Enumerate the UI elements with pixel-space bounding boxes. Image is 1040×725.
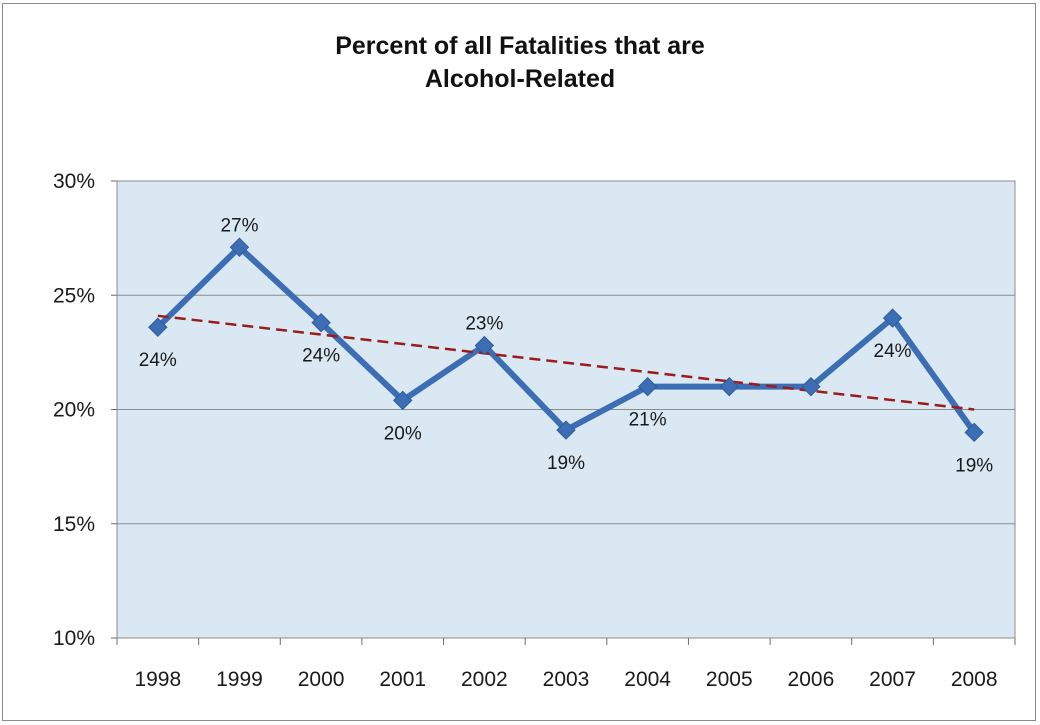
x-tick-label: 2004 [624,668,671,691]
data-label: 24% [302,346,340,367]
y-tick-label: 30% [53,170,95,193]
data-point-marker [393,390,413,411]
data-point-marker [637,376,658,397]
y-tick-label: 25% [53,284,95,307]
x-tick-label: 2006 [788,668,835,691]
data-point-marker [556,420,576,440]
x-tick-label: 1999 [216,668,263,691]
x-tick-label: 1998 [134,668,181,691]
data-label: 23% [465,314,503,335]
x-tick-label: 2001 [379,668,426,691]
x-tick-label: 2003 [543,668,590,691]
data-label: 24% [139,350,177,371]
y-tick-label: 15% [53,513,95,536]
x-tick-label: 2002 [461,668,508,691]
data-point-marker [148,317,168,337]
chart-title-line-2: Alcohol-Related [424,65,616,93]
data-point-marker [964,422,984,443]
y-tick-label: 20% [53,399,95,422]
chart-title: Percent of all Fatalities that are Alcoh… [0,30,1040,96]
x-tick-label: 2008 [951,668,998,691]
y-tick-label: 10% [53,627,95,650]
data-point-marker [801,376,821,397]
data-point-marker [229,237,250,257]
data-point-marker [311,312,331,333]
data-label: 19% [955,455,993,476]
x-tick-label: 2000 [298,668,345,691]
data-label: 20% [384,423,422,444]
data-point-marker [474,335,495,356]
x-tick-label: 2007 [869,668,916,691]
trendline [157,314,975,411]
data-label: 21% [629,410,667,431]
data-point-marker [882,308,903,328]
chart-title-line-1: Percent of all Fatalities that are [335,32,705,60]
data-label: 19% [547,453,585,474]
data-label: 24% [874,341,912,362]
data-label: 27% [220,215,258,236]
x-tick-label: 2005 [706,668,753,691]
data-point-marker [719,376,739,397]
